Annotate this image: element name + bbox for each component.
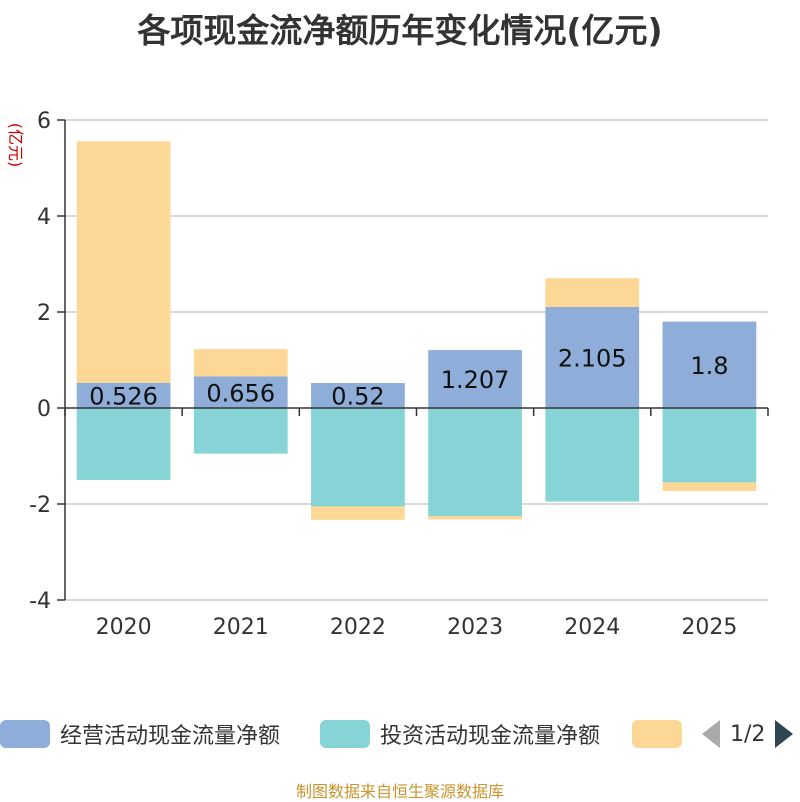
data-label: 1.207 (441, 366, 510, 394)
legend-pager: 1/2 (702, 716, 794, 752)
legend-item-investing[interactable]: 投资活动现金流量净额 (320, 716, 600, 752)
y-tick-label: -4 (29, 589, 51, 614)
data-label: 0.526 (89, 382, 158, 410)
y-tick-label: 4 (37, 205, 51, 230)
gridlines (65, 119, 768, 601)
chart-title: 各项现金流净额历年变化情况(亿元) (137, 11, 663, 50)
data-label: 1.8 (690, 352, 728, 380)
data-label: 0.52 (331, 383, 384, 411)
bar-investing (311, 408, 405, 507)
x-tick-label: 2020 (96, 615, 152, 640)
chevron-left-icon[interactable] (702, 720, 720, 748)
x-tick-label: 2023 (447, 615, 503, 640)
data-label: 2.105 (558, 344, 627, 372)
bar-investing (662, 408, 757, 483)
legend-page-indicator: 1/2 (730, 721, 766, 747)
chart-canvas: 6 4 2 0 -2 -4 2020 2021 2022 2023 2024 2025 (亿元) 0.5… (6, 109, 769, 640)
bar-operating (76, 382, 171, 408)
x-tick-label: 2022 (330, 615, 386, 640)
bar-operating (311, 383, 405, 408)
bar-financing (428, 516, 522, 520)
legend-swatch-financing (632, 720, 682, 748)
legend-label-investing: 投资活动现金流量净额 (380, 724, 601, 749)
legend-swatch-investing (320, 720, 370, 748)
bar-investing (76, 408, 171, 480)
y-tick-label: 0 (37, 397, 51, 422)
legend-swatch-operating (0, 720, 50, 748)
y-tick-label: -2 (29, 493, 51, 518)
bar-financing (662, 482, 757, 492)
bar-operating (545, 306, 640, 408)
bar-operating (193, 376, 288, 408)
data-label: 0.656 (206, 379, 275, 407)
x-tick-label: 2025 (681, 615, 737, 640)
bar-financing (193, 349, 288, 377)
bar-financing (545, 278, 640, 307)
y-tick-label: 6 (37, 109, 51, 134)
bar-operating (662, 321, 757, 408)
legend-item-financing[interactable] (632, 716, 692, 752)
source-footer: 制图数据来自恒生聚源数据库 (295, 782, 504, 801)
y-axis-label: (亿元) (6, 123, 25, 168)
bars (76, 141, 757, 520)
bar-investing (545, 408, 640, 502)
data-labels: 0.526 0.656 0.52 1.207 2.105 1.8 (89, 344, 728, 410)
chevron-right-icon[interactable] (775, 720, 794, 748)
bar-financing (311, 506, 405, 520)
x-tick-label: 2024 (564, 615, 620, 640)
bar-investing (193, 408, 288, 454)
x-tick-label: 2021 (213, 615, 269, 640)
legend: 经营活动现金流量净额 投资活动现金流量净额 1/2 (0, 716, 800, 756)
legend-label-operating: 经营活动现金流量净额 (60, 724, 281, 749)
bar-operating (428, 350, 522, 408)
y-tick-label: 2 (37, 301, 51, 326)
bar-financing (76, 141, 171, 383)
axes: 6 4 2 0 -2 -4 2020 2021 2022 2023 2024 2025 (亿元) (6, 109, 769, 640)
legend-item-operating[interactable]: 经营活动现金流量净额 (0, 716, 280, 752)
bar-investing (428, 408, 522, 516)
